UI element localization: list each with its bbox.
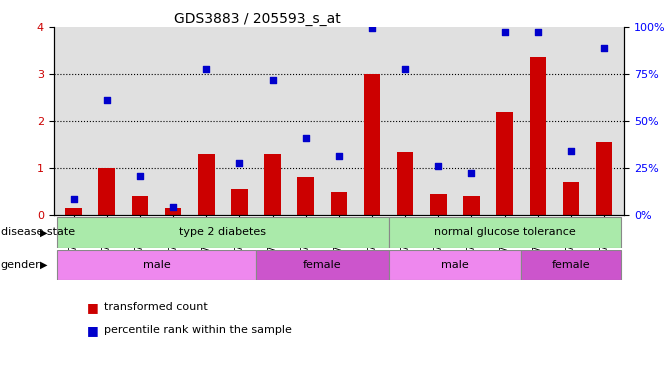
Point — [201, 66, 211, 72]
Text: ■: ■ — [87, 301, 99, 314]
Point — [134, 174, 145, 180]
Text: ▶: ▶ — [40, 260, 47, 270]
Bar — [297, 177, 314, 215]
Point — [366, 25, 377, 31]
Text: GDS3883 / 205593_s_at: GDS3883 / 205593_s_at — [174, 12, 342, 25]
Bar — [165, 208, 181, 215]
Text: normal glucose tolerance: normal glucose tolerance — [433, 227, 576, 237]
Point — [400, 66, 411, 72]
Bar — [264, 154, 281, 215]
Bar — [389, 250, 521, 280]
Bar — [364, 74, 380, 215]
Text: ■: ■ — [87, 324, 99, 337]
Text: male: male — [143, 260, 170, 270]
Bar — [529, 58, 546, 215]
Bar — [563, 182, 579, 215]
Point — [101, 97, 112, 103]
Bar — [57, 217, 389, 248]
Bar — [521, 250, 621, 280]
Bar — [430, 194, 447, 215]
Bar — [463, 196, 480, 215]
Bar — [198, 154, 215, 215]
Point — [301, 135, 311, 141]
Bar — [132, 196, 148, 215]
Text: gender: gender — [1, 260, 40, 270]
Point — [333, 153, 344, 159]
Bar — [231, 189, 248, 215]
Bar — [65, 208, 82, 215]
Point — [466, 170, 477, 176]
Point — [599, 45, 609, 51]
Text: type 2 diabetes: type 2 diabetes — [179, 227, 266, 237]
Bar — [497, 112, 513, 215]
Text: male: male — [441, 260, 469, 270]
Text: female: female — [552, 260, 590, 270]
Text: female: female — [303, 260, 342, 270]
Text: disease state: disease state — [1, 227, 74, 237]
Bar — [389, 217, 621, 248]
Point — [68, 195, 79, 202]
Point — [168, 204, 178, 210]
Bar — [331, 192, 347, 215]
Text: percentile rank within the sample: percentile rank within the sample — [104, 325, 292, 335]
Bar — [596, 142, 613, 215]
Bar — [256, 250, 389, 280]
Bar — [57, 250, 256, 280]
Point — [566, 147, 576, 154]
Bar — [99, 168, 115, 215]
Point — [234, 160, 245, 166]
Point — [499, 28, 510, 35]
Text: transformed count: transformed count — [104, 302, 208, 312]
Point — [267, 76, 278, 83]
Text: ▶: ▶ — [40, 227, 47, 237]
Point — [433, 162, 444, 169]
Bar — [397, 152, 413, 215]
Point — [533, 28, 544, 35]
